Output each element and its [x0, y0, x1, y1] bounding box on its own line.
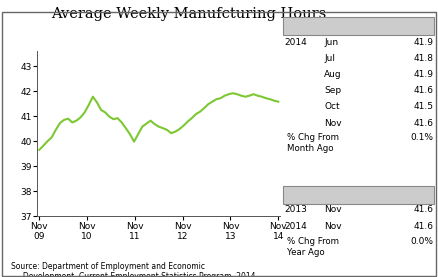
Text: 41.8: 41.8 [413, 54, 434, 63]
Text: Nov: Nov [324, 119, 342, 127]
Text: 41.6: 41.6 [413, 119, 434, 127]
Text: 41.6: 41.6 [413, 205, 434, 214]
Text: 41.9: 41.9 [413, 38, 434, 47]
Text: unadjusted: unadjusted [332, 190, 385, 199]
Text: Oct: Oct [324, 102, 340, 111]
Text: 41.9: 41.9 [413, 70, 434, 79]
Text: 2013: 2013 [285, 205, 307, 214]
Text: Aug: Aug [324, 70, 342, 79]
Text: 2014: 2014 [285, 38, 307, 47]
Text: seasonally adjusted: seasonally adjusted [311, 21, 405, 30]
Text: Jul: Jul [324, 54, 335, 63]
Text: Source: Department of Employment and Economic
     Development, Current Employme: Source: Department of Employment and Eco… [11, 262, 255, 277]
Text: 41.5: 41.5 [413, 102, 434, 111]
Text: Nov: Nov [324, 205, 342, 214]
Text: 0.0%: 0.0% [410, 237, 434, 246]
Text: Nov: Nov [324, 222, 342, 231]
Text: 41.6: 41.6 [413, 86, 434, 95]
Text: % Chg From
Year Ago: % Chg From Year Ago [287, 237, 339, 257]
Text: 41.6: 41.6 [413, 222, 434, 231]
Text: 0.1%: 0.1% [410, 133, 434, 142]
Text: Jun: Jun [324, 38, 338, 47]
Text: Average Weekly Manufcturing Hours: Average Weekly Manufcturing Hours [51, 7, 326, 21]
Text: 2014: 2014 [285, 222, 307, 231]
Text: Sep: Sep [324, 86, 341, 95]
Text: % Chg From
Month Ago: % Chg From Month Ago [287, 133, 339, 153]
